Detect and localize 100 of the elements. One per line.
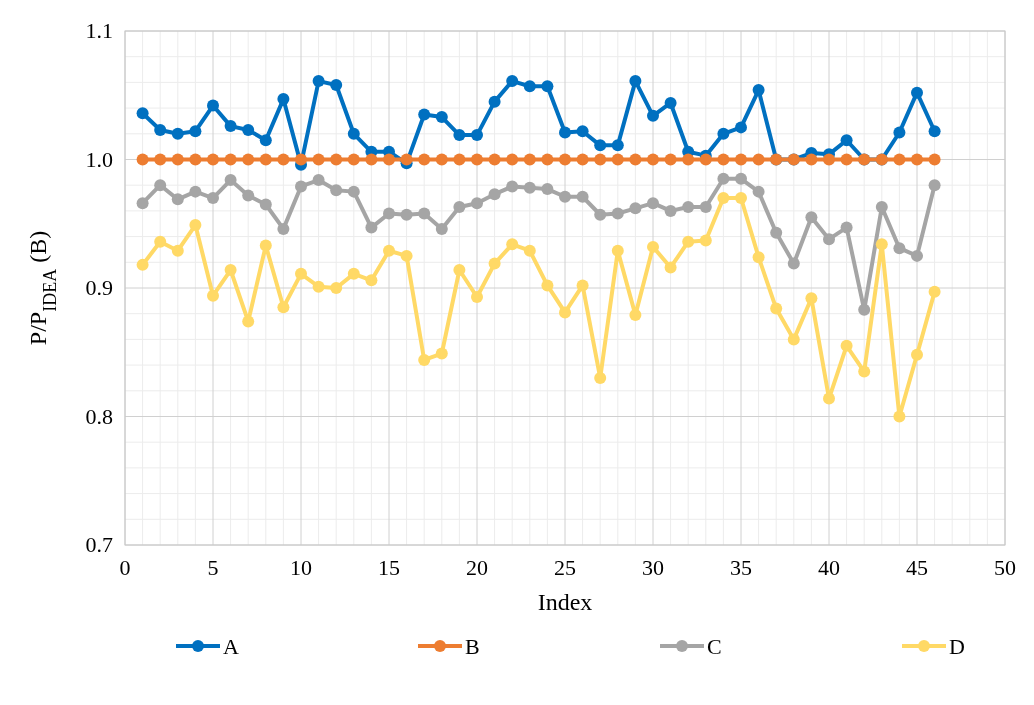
point — [242, 315, 255, 328]
point — [418, 108, 431, 121]
point — [911, 86, 923, 99]
point — [664, 204, 677, 217]
point — [189, 125, 202, 138]
point — [453, 129, 466, 142]
point — [611, 153, 624, 166]
point — [312, 75, 325, 88]
point — [611, 139, 624, 152]
point — [629, 202, 642, 215]
point — [699, 201, 712, 214]
point — [752, 153, 765, 166]
point — [154, 235, 167, 248]
point — [559, 190, 571, 203]
point — [576, 190, 589, 203]
point — [312, 174, 325, 187]
x-axis-title: Index — [537, 589, 593, 615]
point — [787, 257, 800, 270]
point — [647, 153, 659, 166]
point — [840, 134, 853, 147]
point — [717, 127, 730, 140]
point — [928, 153, 941, 166]
x-tick-label: 30 — [642, 555, 664, 580]
point — [259, 134, 272, 147]
point — [330, 78, 343, 91]
point — [242, 189, 255, 202]
point — [295, 180, 307, 193]
point — [541, 183, 554, 196]
x-tick-label: 40 — [818, 555, 840, 580]
point — [735, 153, 747, 166]
x-tick-label: 10 — [290, 555, 312, 580]
x-tick-label: 45 — [906, 555, 928, 580]
point — [471, 197, 483, 210]
point — [523, 244, 536, 257]
point — [171, 193, 184, 206]
point — [787, 333, 800, 346]
point — [717, 153, 730, 166]
point — [383, 207, 395, 220]
point — [259, 239, 272, 252]
point — [330, 282, 343, 294]
point — [207, 289, 219, 302]
point — [453, 264, 466, 277]
point — [224, 174, 237, 187]
point — [295, 153, 307, 166]
point — [752, 185, 765, 198]
point — [259, 153, 272, 166]
point — [893, 410, 906, 423]
point — [682, 235, 695, 248]
point — [928, 179, 941, 192]
point — [453, 153, 466, 166]
point — [189, 219, 202, 232]
point — [875, 238, 888, 251]
point — [488, 188, 501, 201]
point — [840, 153, 853, 166]
point — [136, 107, 149, 120]
point — [805, 211, 818, 224]
point — [435, 153, 448, 166]
point — [435, 222, 448, 235]
point — [312, 153, 325, 166]
point — [840, 221, 853, 234]
point — [418, 207, 431, 220]
point — [224, 264, 237, 277]
x-tick-label: 35 — [730, 555, 752, 580]
point — [735, 121, 747, 134]
point — [400, 208, 413, 221]
point — [805, 292, 818, 305]
point — [594, 208, 607, 221]
point — [365, 221, 378, 234]
x-tick-label: 25 — [554, 555, 576, 580]
point — [699, 153, 712, 166]
point — [664, 96, 677, 109]
y-tick-label: 0.8 — [85, 403, 113, 429]
point — [717, 172, 730, 185]
point — [559, 306, 571, 319]
point — [611, 244, 624, 257]
point — [858, 365, 871, 378]
x-tick-label: 15 — [378, 555, 400, 580]
point — [347, 185, 360, 198]
point — [523, 80, 536, 93]
legend-label: D — [949, 634, 965, 659]
point — [330, 153, 343, 166]
point — [823, 392, 835, 405]
point — [453, 201, 466, 214]
point — [154, 153, 167, 166]
point — [471, 153, 483, 166]
point — [594, 153, 607, 166]
point — [471, 129, 483, 142]
point — [488, 95, 501, 108]
point — [664, 153, 677, 166]
point — [735, 192, 747, 205]
x-tick-label: 20 — [466, 555, 488, 580]
point — [154, 123, 167, 136]
point — [541, 80, 554, 93]
x-tick-label: 5 — [207, 555, 219, 580]
point — [242, 123, 255, 136]
point — [224, 120, 237, 133]
point — [277, 301, 290, 314]
point — [136, 153, 149, 166]
point — [823, 153, 835, 166]
legend-label: A — [223, 634, 239, 659]
